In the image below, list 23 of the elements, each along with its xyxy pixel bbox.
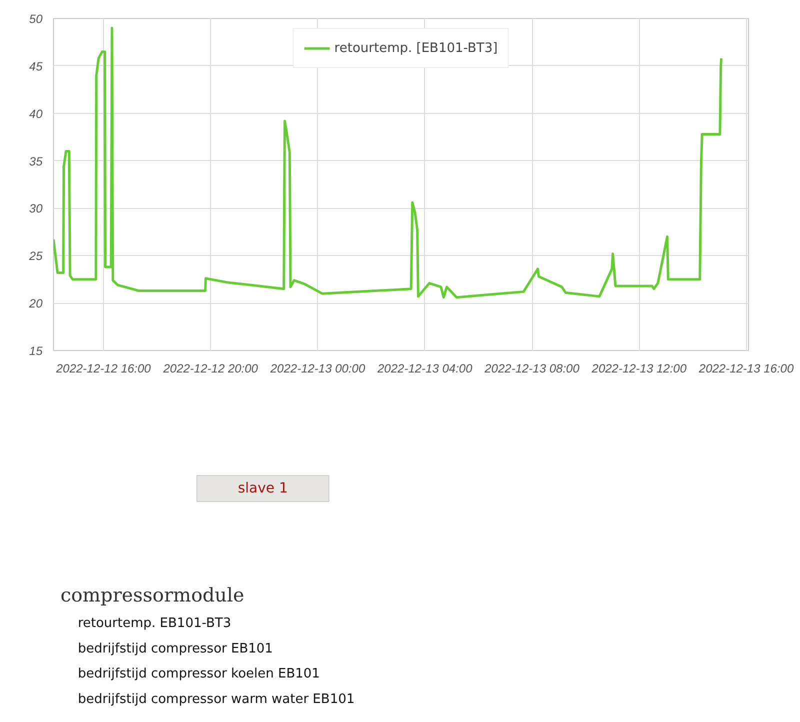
y-tick-label: 30 [29,202,43,216]
text: slave 1 [238,480,288,496]
x-tick-label: 2022-12-13 08:00 [484,362,580,376]
y-tick-label: 20 [28,296,43,311]
line-series [54,26,723,299]
x-tick-label: 2022-12-13 04:00 [376,362,473,376]
y-tick-label: 50 [29,12,43,26]
text: retourtemp. EB101-BT3 [78,616,232,631]
y-tick-label: 25 [28,249,43,264]
x-tick-label: 2022-12-13 16:00 [698,362,794,376]
x-tick-label: 2022-12-13 12:00 [590,362,687,376]
text: bedrijfstijd compressor EB101 [78,641,273,656]
y-tick-label: 45 [29,59,43,74]
text: bedrijfstijd compressor koelen EB101 [78,666,320,682]
y-tick-label: 15 [29,344,43,358]
y-tick-label: 40 [29,106,43,121]
x-tick-label: 2022-12-12 16:00 [55,362,152,376]
legend-label: retourtemp. [EB101-BT3] [334,40,498,56]
y-tick-label: 35 [29,154,43,168]
text: bedrijfstijd compressor warm water EB101 [78,692,355,707]
text: compressormodule [60,584,244,606]
x-tick-label: 2022-12-13 00:00 [269,362,366,376]
x-tick-label: 2022-12-12 20:00 [162,362,258,376]
